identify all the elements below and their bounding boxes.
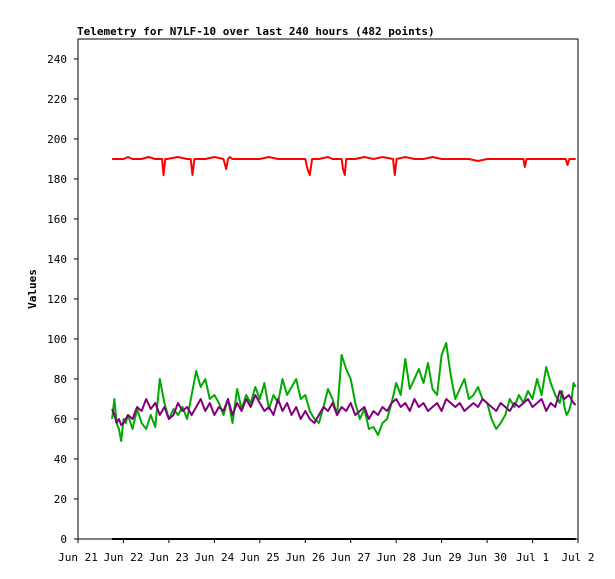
x-tick-label: Jul 2 <box>561 551 594 564</box>
y-tick-label: 120 <box>47 293 67 306</box>
y-tick-label: 60 <box>54 413 67 426</box>
x-tick-label: Jun 25 <box>240 551 280 564</box>
y-axis: 0 20 40 60 80 100 120 140 160 180 200 220 240 <box>47 53 78 546</box>
series-purple-line <box>111 390 577 426</box>
series-red-line <box>112 156 576 176</box>
x-axis: Jun 21 Jun 22 Jun 23 Jun 24 Jun 25 Jun 26 Jun … <box>58 539 595 564</box>
x-tick-label: Jun 21 <box>58 551 98 564</box>
y-tick-label: 160 <box>47 213 67 226</box>
x-tick-label: Jun 23 <box>149 551 189 564</box>
x-tick-label: Jun 28 <box>376 551 416 564</box>
x-tick-label: Jun 24 <box>194 551 234 564</box>
y-tick-label: 220 <box>47 93 67 106</box>
x-tick-label: Jun 22 <box>104 551 144 564</box>
y-axis-title: Values <box>26 269 39 309</box>
y-tick-label: 20 <box>54 493 67 506</box>
y-tick-label: 140 <box>47 253 67 266</box>
series-layer <box>111 156 577 540</box>
y-tick-label: 100 <box>47 333 67 346</box>
x-tick-label: Jun 27 <box>331 551 371 564</box>
y-tick-label: 180 <box>47 173 67 186</box>
x-tick-label: Jun 29 <box>422 551 462 564</box>
x-tick-label: Jul 1 <box>516 551 549 564</box>
y-tick-label: 80 <box>54 373 67 386</box>
chart-title: Telemetry for N7LF-10 over last 240 hour… <box>77 25 435 38</box>
x-tick-label: Jun 30 <box>467 551 507 564</box>
x-tick-label: Jun 26 <box>285 551 325 564</box>
y-tick-label: 200 <box>47 133 67 146</box>
y-tick-label: 0 <box>60 533 67 546</box>
y-tick-label: 240 <box>47 53 67 66</box>
y-tick-label: 40 <box>54 453 67 466</box>
